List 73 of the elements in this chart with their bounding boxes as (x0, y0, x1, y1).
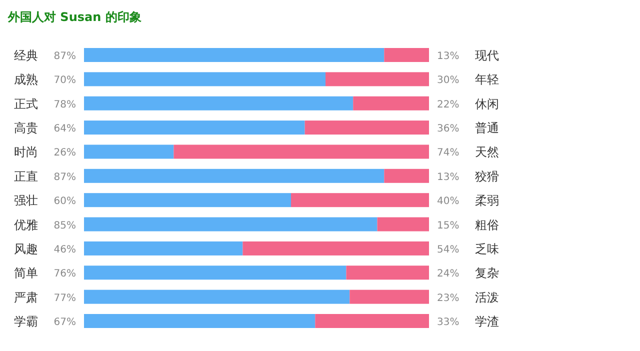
y-tick-label: 经典 (14, 48, 38, 62)
data-label: 40% (437, 196, 460, 208)
y-tick-label: 学霸 (14, 314, 38, 328)
bar (84, 241, 243, 256)
bar (242, 241, 429, 256)
data-label: 87% (54, 172, 76, 183)
bar (84, 144, 174, 159)
bar (84, 217, 378, 232)
text: 活泼 (475, 290, 499, 304)
text: 柔弱 (475, 194, 499, 208)
text: 复杂 (475, 266, 499, 280)
y-tick-label: 优雅 (14, 218, 38, 232)
text: 休闲 (475, 96, 499, 111)
y-tick-label: 高贵 (14, 121, 38, 136)
data-label: 70% (54, 75, 76, 86)
text: 年轻 (475, 72, 499, 87)
y-tick-label: 强壮 (14, 194, 38, 208)
y-tick-label: 成熟 (14, 72, 38, 87)
data-label: 60% (54, 196, 76, 208)
data-label: 87% (54, 51, 76, 62)
y-tick-label: 简单 (14, 266, 38, 280)
data-label: 24% (437, 268, 460, 280)
data-label: 23% (437, 292, 460, 304)
data-label: 15% (437, 220, 460, 232)
bar (84, 168, 384, 183)
data-label: 77% (54, 292, 76, 304)
bar (84, 72, 326, 86)
chart-title: 外国人对 Susan 的印象 (7, 10, 142, 24)
text: 学渣 (475, 314, 499, 328)
data-label: 13% (437, 172, 460, 183)
bar (315, 314, 429, 328)
text: 现代 (475, 48, 499, 62)
data-label: 78% (54, 99, 76, 110)
data-label: 67% (54, 317, 76, 328)
text: 乏味 (475, 242, 499, 256)
bar (84, 96, 354, 110)
bar (174, 144, 429, 159)
data-label: 76% (54, 268, 76, 280)
data-label: 54% (437, 244, 460, 256)
data-label: 85% (54, 220, 76, 232)
data-label: 33% (437, 317, 460, 328)
bar (377, 217, 429, 232)
bar (326, 72, 429, 86)
y-tick-label: 风趣 (14, 242, 38, 256)
y-tick-label: 严肃 (14, 290, 38, 304)
data-label: 46% (54, 244, 76, 256)
bar (350, 290, 429, 304)
text: 粗俗 (475, 218, 499, 232)
bar (304, 120, 429, 135)
data-label: 30% (437, 75, 460, 86)
bar (84, 290, 350, 304)
bar (84, 314, 316, 328)
data-label: 22% (437, 99, 460, 110)
bar (84, 120, 305, 135)
text: 普通 (475, 121, 499, 136)
bar (84, 48, 384, 62)
y-tick-label: 正式 (14, 96, 38, 111)
bar (384, 168, 429, 183)
bar (346, 266, 429, 280)
bar (291, 193, 429, 208)
data-label: 36% (437, 124, 460, 135)
text: 狡猾 (475, 169, 499, 184)
y-tick-label: 正直 (14, 169, 38, 184)
bar (384, 48, 429, 62)
bar (353, 96, 429, 110)
bar (84, 266, 346, 280)
data-label: 13% (437, 51, 460, 62)
bar (84, 193, 291, 208)
data-label: 26% (54, 148, 76, 159)
data-label: 64% (54, 124, 76, 135)
data-label: 74% (437, 148, 460, 159)
y-tick-label: 时尚 (14, 145, 38, 160)
text: 天然 (475, 145, 499, 160)
